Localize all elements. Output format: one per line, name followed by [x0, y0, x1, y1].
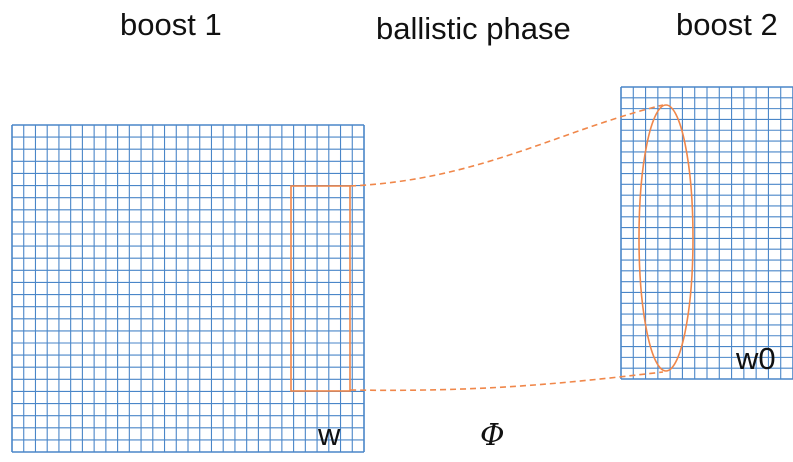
ballistic-connector-top	[349, 104, 664, 187]
boost1-grid	[11, 124, 365, 453]
width-w0-ellipse	[638, 104, 694, 372]
phi-label: Φ	[480, 418, 505, 453]
ballistic-phase-label: ballistic phase	[376, 11, 571, 46]
width-w-rectangle	[290, 185, 351, 392]
w-label: w	[318, 417, 341, 452]
boost2-grid	[620, 86, 793, 380]
boost1-label: boost 1	[120, 7, 222, 42]
ballistic-connector-bottom	[349, 371, 664, 392]
w0-label: w0	[736, 341, 776, 376]
boost2-label: boost 2	[676, 7, 778, 42]
